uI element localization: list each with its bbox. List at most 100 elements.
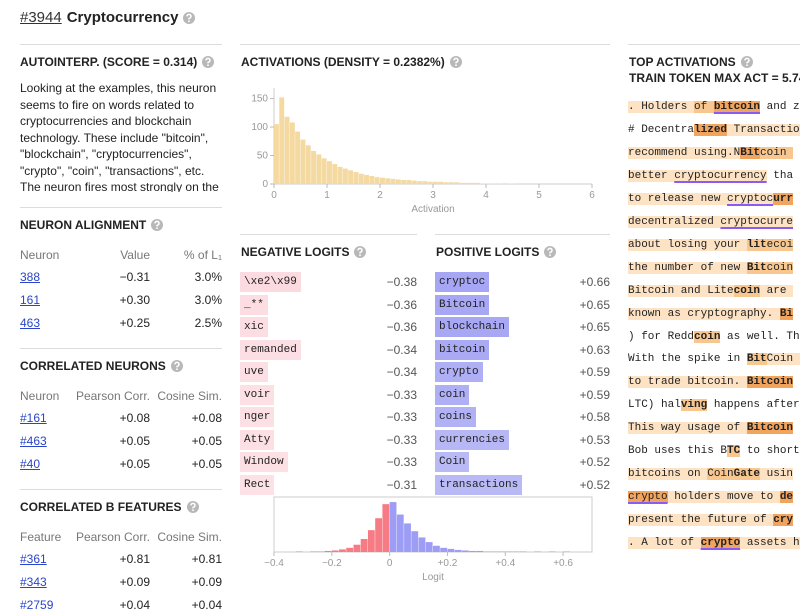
help-icon[interactable] (186, 501, 199, 513)
row-value: +0.05 (191, 457, 222, 471)
row-link[interactable]: 463 (20, 316, 41, 330)
row-link[interactable]: 161 (20, 293, 41, 307)
help-icon[interactable] (354, 246, 367, 258)
activation-line: to release new cryptocurr (628, 190, 794, 208)
histogram-bar (461, 550, 469, 552)
histogram-bar (382, 504, 390, 552)
column-header: Pearson Corr. (75, 389, 150, 403)
histogram-bar (305, 145, 311, 184)
histogram-bar (475, 182, 481, 184)
row-value: +0.81 (119, 552, 150, 566)
section-heading: CORRELATED B FEATURES (20, 500, 199, 514)
row-link[interactable]: #2759 (20, 598, 54, 609)
row-value: −0.31 (119, 270, 150, 284)
row-value: +0.09 (119, 575, 150, 589)
feature-id[interactable]: #3944 (20, 9, 62, 26)
row-value: 2.5% (194, 316, 222, 330)
x-tick-label: −0.2 (322, 558, 342, 569)
logit-token: transactions (435, 474, 523, 495)
row-value: +0.25 (119, 316, 150, 330)
token: Bitcoin and Lite (628, 284, 734, 297)
x-tick-label: +0.2 (438, 558, 458, 569)
histogram-bar (447, 548, 455, 552)
logit-token: coin (435, 384, 470, 405)
token: Coin (707, 468, 734, 481)
histogram-bar (367, 530, 375, 552)
token: LTC) hal (628, 399, 681, 412)
token: known as cryptography. (628, 307, 780, 320)
token: assets h (740, 537, 800, 550)
token: crypto (628, 491, 668, 504)
help-icon[interactable] (183, 11, 196, 24)
logit-value: −0.36 (386, 320, 417, 334)
help-glyph (452, 57, 459, 64)
help-icon[interactable] (544, 246, 557, 258)
row-link[interactable]: 388 (20, 270, 41, 284)
token: cryptocurre (720, 215, 794, 228)
divider (628, 44, 800, 45)
help-icon[interactable] (202, 56, 215, 68)
histogram-bar (390, 178, 396, 184)
token: Bi (779, 307, 794, 320)
token: cryptoc (727, 192, 774, 205)
row-link[interactable]: #361 (20, 552, 47, 566)
x-tick-label: 5 (536, 190, 542, 201)
histogram-bar (353, 172, 359, 184)
x-tick-label: 3 (430, 190, 436, 201)
token: ) for Redd (628, 330, 695, 343)
histogram-bar (534, 551, 542, 552)
histogram-bar (443, 182, 449, 184)
row-link[interactable]: #343 (20, 575, 47, 589)
histogram-bar (470, 182, 475, 184)
column-header: Neuron (20, 248, 60, 262)
histogram-bar (512, 551, 520, 552)
column-header: Cosine Sim. (157, 530, 222, 544)
histogram-bar (411, 180, 417, 184)
row-link[interactable]: #463 (20, 434, 47, 448)
row-link[interactable]: #40 (20, 457, 41, 471)
heading-text: AUTOINTERP. (SCORE = 0.314) (20, 55, 198, 69)
histogram-bar (469, 550, 476, 552)
token: urr (773, 192, 794, 205)
activation-line: LTC) halving happens after (628, 396, 800, 414)
histogram-bar (295, 131, 301, 184)
logit-value: +0.65 (579, 297, 610, 312)
logit-token: cryptoc (435, 272, 490, 292)
row-link[interactable]: #161 (20, 411, 47, 425)
histogram-bar (295, 551, 303, 552)
help-dot (359, 254, 362, 257)
help-icon[interactable] (151, 219, 164, 231)
histogram-bar (339, 549, 346, 552)
histogram-bar (404, 523, 411, 552)
logit-value: +0.53 (579, 432, 610, 447)
histogram-bar (406, 180, 412, 184)
histogram-bar (519, 551, 527, 552)
section-heading: ACTIVATIONS (DENSITY = 0.2382%) (241, 55, 462, 69)
histogram-bar (311, 150, 316, 184)
histogram-bar (375, 518, 383, 552)
feature-title: Cryptocurrency (66, 9, 179, 26)
histogram-bar (324, 550, 332, 552)
heading-text: NEGATIVE LOGITS (241, 245, 350, 259)
logit-value: +0.58 (579, 410, 610, 424)
activation-line: This way usage of Bitcoin (628, 419, 794, 437)
activation-line: # Decentralized Transactio (628, 121, 800, 139)
histogram-bar (480, 183, 486, 184)
logit-value: −0.36 (386, 297, 417, 312)
token: present the future of (628, 514, 774, 527)
help-glyph (174, 361, 180, 368)
logit-token: blockchain (435, 317, 510, 337)
activation-line: . A lot of crypto assets h (628, 534, 800, 552)
token: decentralized (628, 215, 721, 228)
histogram-bar (490, 551, 498, 552)
help-icon[interactable] (449, 56, 462, 68)
logit-token: coins (435, 407, 477, 427)
histogram-bar (422, 181, 428, 184)
help-dot (745, 64, 748, 67)
token: This way usage of (628, 422, 747, 435)
histogram-bar (454, 549, 462, 552)
token: Bitcoin (746, 376, 794, 389)
help-icon[interactable] (170, 360, 183, 372)
help-icon[interactable] (740, 56, 753, 68)
activation-line: to trade bitcoin. Bitcoin (628, 373, 794, 391)
